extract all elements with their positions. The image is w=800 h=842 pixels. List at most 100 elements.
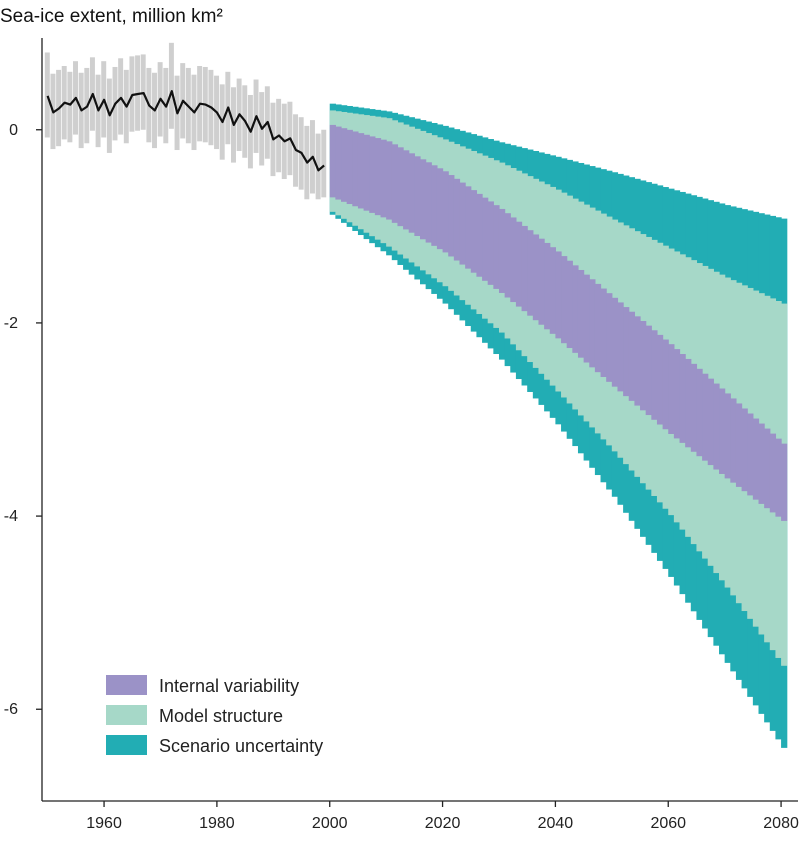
internal-variability-bar — [363, 134, 370, 211]
y-tick-label: -2 — [4, 315, 18, 332]
internal-variability-bar — [357, 133, 365, 209]
x-tick-label: 2060 — [650, 815, 686, 832]
internal-variability-bar — [594, 283, 602, 373]
legend-swatch-internal-variability — [106, 675, 147, 695]
internal-variability-bar — [346, 129, 353, 205]
internal-variability-bar — [482, 197, 489, 281]
observed-range-bar — [118, 58, 124, 135]
internal-variability-bar — [431, 165, 438, 246]
internal-variability-bar — [747, 413, 754, 496]
internal-variability-bar — [436, 168, 444, 250]
internal-variability-bar — [335, 126, 342, 200]
axes — [41, 38, 798, 802]
y-ticks: 0 -2 -4 -6 — [4, 122, 42, 718]
internal-variability-bar — [504, 213, 511, 298]
internal-variability-bar — [769, 433, 777, 513]
internal-variability-bar — [465, 186, 472, 269]
internal-variability-bar — [420, 159, 427, 240]
internal-variability-bar — [442, 171, 449, 253]
internal-variability-bar — [764, 428, 771, 509]
internal-variability-bar — [781, 443, 788, 521]
internal-variability-bar — [391, 144, 399, 223]
internal-variability-bar — [730, 398, 737, 483]
internal-variability-bar — [696, 368, 703, 457]
internal-variability-bar — [380, 139, 387, 218]
internal-variability-bar — [673, 349, 681, 439]
internal-variability-bar — [425, 162, 432, 243]
legend-label-internal-variability: Internal variability — [159, 676, 299, 696]
internal-variability-bar — [532, 234, 540, 321]
internal-variability-bar — [645, 325, 652, 416]
observed-range-bar — [168, 42, 174, 129]
internal-variability-bar — [719, 388, 726, 474]
internal-variability-bar — [329, 124, 336, 198]
internal-variability-bar — [617, 302, 624, 392]
internal-variability-bar — [690, 363, 698, 452]
internal-variability-bar — [702, 373, 709, 461]
x-tick-label: 2040 — [538, 815, 574, 832]
internal-variability-bar — [741, 408, 748, 492]
internal-variability-bar — [707, 378, 714, 466]
observed-range-bar — [44, 52, 50, 138]
internal-variability-bar — [487, 201, 494, 285]
internal-variability-bar — [600, 288, 607, 378]
internal-variability-bar — [566, 260, 573, 349]
x-tick-label: 2020 — [425, 815, 461, 832]
internal-variability-bar — [459, 182, 466, 265]
internal-variability-bar — [374, 138, 382, 216]
internal-variability-bar — [521, 225, 528, 312]
internal-variability-bar — [611, 297, 619, 387]
internal-variability-bar — [397, 147, 404, 227]
legend-item-model-structure: Model structure — [106, 705, 283, 726]
x-tick-label: 1980 — [199, 815, 235, 832]
internal-variability-bar — [775, 438, 782, 517]
internal-variability-bar — [589, 279, 596, 368]
internal-variability-bar — [713, 383, 720, 470]
internal-variability-bar — [448, 175, 455, 257]
internal-variability-bar — [470, 190, 478, 273]
legend-label-scenario-uncertainty: Scenario uncertainty — [159, 736, 323, 756]
legend-item-scenario-uncertainty: Scenario uncertainty — [106, 735, 323, 756]
internal-variability-bar — [386, 141, 393, 220]
internal-variability-bar — [453, 178, 461, 261]
internal-variability-bar — [752, 418, 760, 500]
internal-variability-bar — [628, 311, 635, 401]
internal-variability-bar — [538, 238, 545, 325]
legend-swatch-model-structure — [106, 705, 147, 725]
internal-variability-bar — [341, 128, 348, 202]
y-tick-label: -4 — [4, 508, 18, 525]
legend-label-model-structure: Model structure — [159, 706, 283, 726]
internal-variability-bar — [414, 156, 421, 236]
internal-variability-bar — [527, 230, 534, 316]
y-tick-label: -6 — [4, 701, 18, 718]
x-ticks: 1960 1980 2000 2020 2040 2060 2080 — [86, 801, 799, 832]
observed-line — [46, 90, 325, 172]
observed-range-bar — [67, 71, 73, 143]
observed-range-bar — [315, 133, 321, 200]
internal-variability-bar — [640, 320, 647, 411]
internal-variability-bar — [724, 393, 731, 479]
internal-variability-bar — [549, 247, 557, 334]
internal-variability-bar — [561, 256, 568, 344]
internal-variability-bar — [408, 153, 415, 233]
internal-variability-bar — [510, 217, 517, 303]
internal-variability-bar — [476, 193, 483, 277]
y-tick-label: 0 — [9, 122, 18, 139]
internal-variability-bar — [651, 330, 658, 420]
internal-variability-bar — [668, 344, 675, 434]
internal-variability-bar — [403, 150, 410, 230]
internal-variability-bar — [352, 131, 359, 207]
internal-variability-bar — [662, 339, 669, 430]
legend-item-internal-variability: Internal variability — [106, 675, 299, 696]
internal-variability-bar — [735, 403, 743, 487]
internal-variability-bar — [685, 358, 692, 448]
projection-bands — [329, 103, 788, 748]
x-tick-label: 2080 — [763, 815, 799, 832]
internal-variability-bar — [544, 242, 551, 330]
internal-variability-bar — [758, 423, 765, 504]
observed-range-bars — [44, 42, 327, 200]
internal-variability-bar — [493, 205, 500, 289]
internal-variability-bar — [656, 334, 664, 425]
observed-range-bar — [321, 129, 327, 198]
